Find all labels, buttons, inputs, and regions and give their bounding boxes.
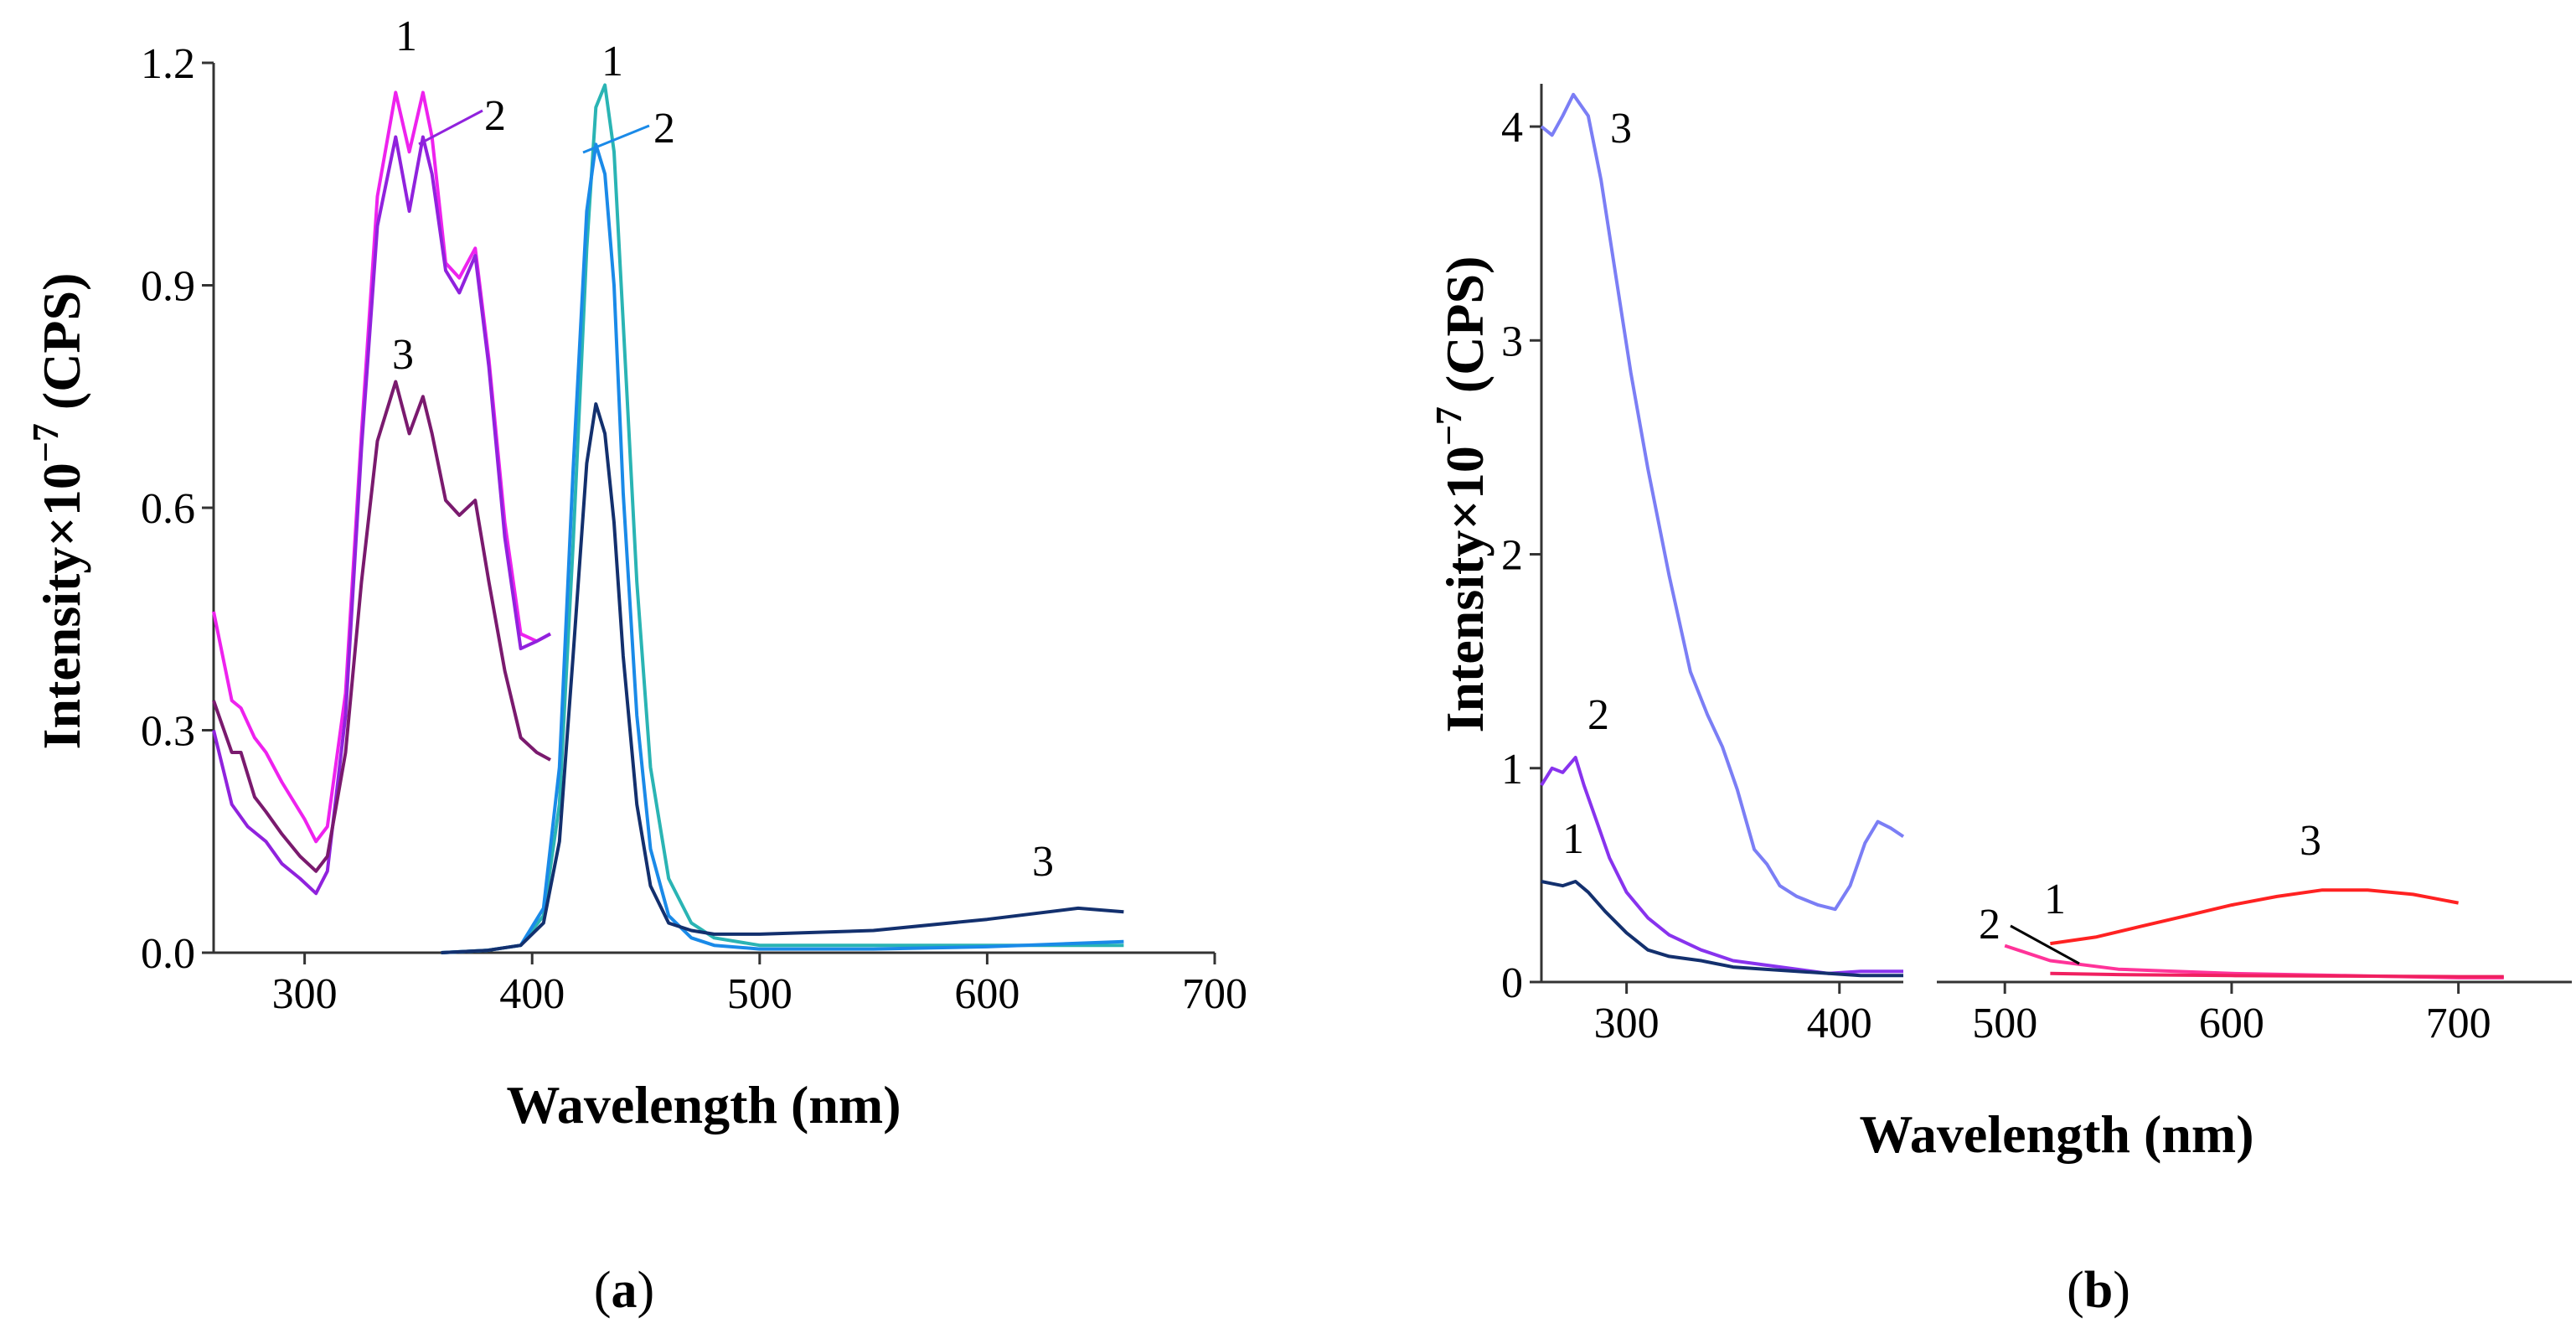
panel-a-y-tick-label: 0.6 — [141, 485, 195, 533]
panel-a-y-tick-label: 0.3 — [141, 708, 195, 756]
panel-b-label-em2: 2 — [1979, 901, 2000, 949]
panel-a-x-tick-label: 600 — [954, 970, 1020, 1018]
panel-a-y-tick-label: 1.2 — [141, 40, 195, 88]
panel-b-x-tick-label: 700 — [2426, 1000, 2491, 1047]
panel-a-y-tick-label: 0.0 — [141, 930, 195, 978]
panel-a-label-ex2: 2 — [484, 92, 506, 140]
panel-b-series-emission-3-line — [2050, 888, 2459, 946]
panel-b-y-tick-label: 0 — [1501, 959, 1523, 1007]
panel-b-curves — [1540, 92, 2504, 980]
panel-a-label-ex1: 1 — [395, 13, 417, 60]
panel-b-x-tick-label: 500 — [1972, 1000, 2037, 1047]
panel-a-leader-ex2 — [418, 109, 483, 146]
panel-a-x-tick-label: 700 — [1182, 970, 1247, 1018]
panel-a-leader-em2 — [582, 124, 650, 154]
panel-a-label-em3: 3 — [1032, 838, 1054, 886]
panel-a-label-em1: 1 — [601, 38, 623, 85]
panel-b-series-excitation-2-line — [1540, 756, 1903, 975]
panel-a-axes: 0.0 0.3 0.6 0.9 1.2 300 400 500 600 700 — [141, 40, 1247, 1018]
panel-b-label-ex3: 3 — [1610, 105, 1632, 152]
panel-b-y-tick-label: 2 — [1501, 532, 1523, 580]
panel-a-caption: (a) — [594, 1262, 654, 1319]
panel-b-y-tick-label: 1 — [1501, 746, 1523, 793]
panel-a-y-tick-label: 0.9 — [141, 263, 195, 311]
panel-a-chart: 0.0 0.3 0.6 0.9 1.2 300 400 500 600 700 1 2 3 1 2… — [25, 13, 1247, 1319]
panel-a-label-em2: 2 — [653, 105, 675, 152]
panel-b-leader-em2 — [2010, 924, 2080, 965]
panel-a-series-emission-1-line — [441, 83, 1124, 954]
panel-a-y-axis-title: Intensity×10−7 (CPS) — [25, 273, 91, 750]
panel-a-x-tick-label: 300 — [272, 970, 338, 1018]
panel-a-label-ex3: 3 — [392, 331, 414, 379]
panel-b-y-tick-label: 4 — [1501, 104, 1523, 152]
panel-b-x-tick-label: 300 — [1594, 1000, 1660, 1047]
panel-b-label-ex2: 2 — [1587, 691, 1609, 739]
panel-b-label-em1: 1 — [2044, 876, 2066, 923]
panel-a-x-tick-label: 400 — [499, 970, 565, 1018]
panel-b-label-em3: 3 — [2300, 817, 2321, 865]
panel-b-x-axis-title: Wavelength (nm) — [1859, 1104, 2253, 1164]
panel-a-x-tick-label: 500 — [727, 970, 792, 1018]
panel-b-x-tick-label: 600 — [2199, 1000, 2264, 1047]
panel-b-x-tick-label: 400 — [1807, 1000, 1872, 1047]
panel-a-series-excitation-3-line — [212, 380, 551, 873]
panel-b-series-emission-2-line — [2050, 971, 2504, 979]
panel-b-caption: (b) — [2067, 1262, 2130, 1319]
panel-a-series-excitation-2-line — [212, 135, 551, 896]
panel-a-series-emission-2-line — [441, 142, 1124, 954]
panel-b-y-axis-title: Intensity×10−7 (CPS) — [1428, 256, 1494, 733]
panel-b-label-ex1: 1 — [1562, 815, 1584, 863]
panel-a-x-axis-title: Wavelength (nm) — [506, 1075, 901, 1135]
panel-b-series-excitation-3-line — [1540, 92, 1905, 912]
panel-a-series-emission-3-line — [441, 402, 1124, 954]
panel-b-series-excitation-1-line — [1541, 880, 1903, 978]
panel-a-curves — [212, 83, 1124, 954]
panel-b-y-tick-label: 3 — [1501, 318, 1523, 365]
